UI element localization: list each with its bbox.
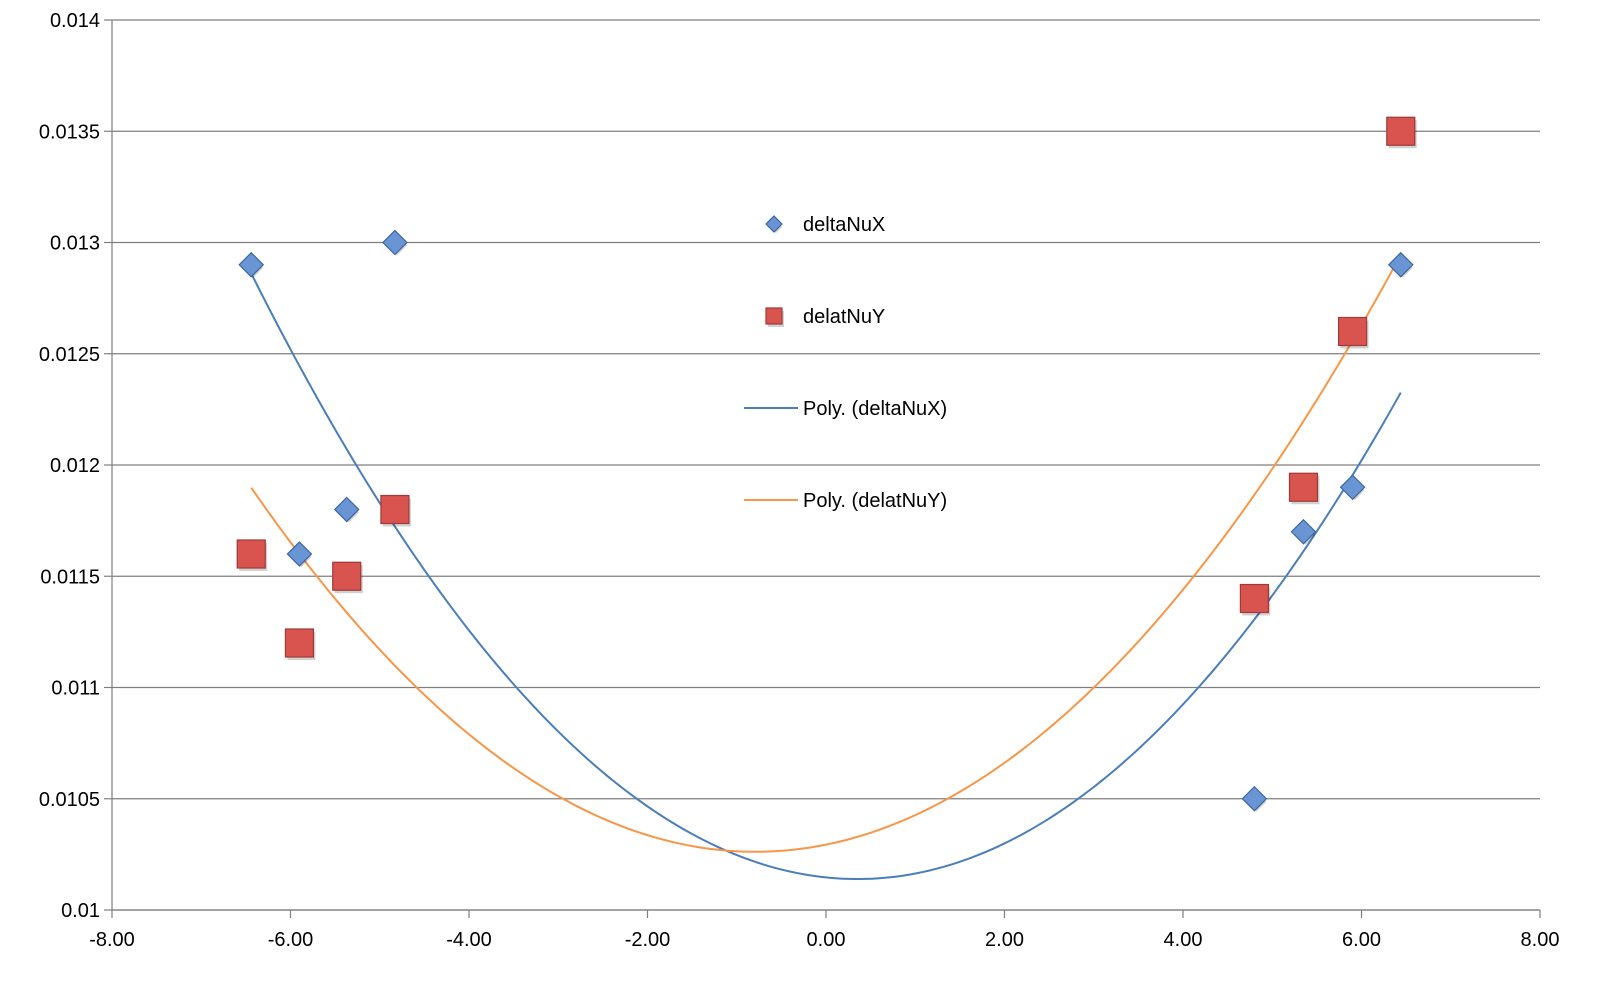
trendline-1: [250, 254, 1402, 853]
legend-deltanux-marker: [765, 215, 783, 233]
y-tick-label-6: 0.013: [50, 233, 100, 255]
x-tick-label-3: -2.00: [625, 929, 671, 951]
tick-labels: 0.01 0.0105 0.011 0.0115 0.012 0.0125 0.013 0.0…: [39, 10, 1560, 951]
data-point-delatnuy-7: [1386, 116, 1417, 149]
x-tick-label-5: 2.00: [985, 929, 1024, 951]
data-point-deltanux-7: [1387, 251, 1414, 278]
data-point-delatnuy-2: [332, 561, 363, 594]
y-tick-label-0: 0.01: [61, 900, 100, 922]
y-tick-label-8: 0.014: [50, 10, 100, 32]
data-point-deltanux-3: [382, 229, 408, 256]
data-point-deltanux-6: [1339, 474, 1366, 501]
legend-deltanux: deltaNuX: [765, 214, 885, 236]
data-point-delatnuy-3: [380, 494, 411, 527]
legend-poly-delatnuy-label: Poly. (delatNuY): [803, 490, 947, 512]
y-tick-label-2: 0.011: [51, 678, 100, 700]
data-point-delatnuy-5: [1288, 472, 1320, 505]
trendline-0: [250, 272, 1402, 881]
legend: deltaNuX delatNuY Poly. (deltaNuX) Poly. (d…: [744, 214, 947, 512]
trendlines: [250, 254, 1402, 881]
axes: [104, 19, 1541, 918]
y-tick-label-7: 0.0135: [39, 121, 100, 143]
legend-delatnuy-label: delatNuY: [803, 306, 885, 328]
legend-delatnuy-marker: [765, 307, 784, 327]
data-point-deltanux-2: [333, 496, 360, 523]
data-point-delatnuy-4: [1239, 583, 1271, 616]
x-tick-label-8: 8.00: [1521, 929, 1560, 951]
y-tick-label-5: 0.0125: [39, 344, 100, 366]
data-point-deltanux-4: [1241, 785, 1268, 812]
x-tick-label-7: 6.00: [1342, 929, 1381, 951]
data-point-deltanux-0: [238, 251, 265, 278]
data-point-delatnuy-0: [236, 539, 268, 571]
legend-poly-delatnuy: Poly. (delatNuY): [744, 490, 947, 512]
legend-poly-deltanux-label: Poly. (deltaNuX): [803, 398, 947, 420]
legend-poly-deltanux: Poly. (deltaNuX): [744, 398, 947, 420]
legend-delatnuy: delatNuY: [765, 306, 885, 328]
data-point-delatnuy-6: [1337, 316, 1369, 349]
y-tick-label-3: 0.0115: [40, 566, 100, 588]
x-tick-label-4: 0.00: [807, 929, 846, 951]
x-tick-label-2: -4.00: [446, 929, 492, 951]
data-point-deltanux-1: [286, 541, 313, 567]
data-point-deltanux-5: [1290, 518, 1317, 545]
legend-deltanux-label: deltaNuX: [803, 214, 885, 236]
y-tick-label-1: 0.0105: [39, 789, 100, 811]
data-points: [236, 116, 1417, 812]
x-tick-label-6: 4.00: [1164, 929, 1203, 951]
y-tick-label-4: 0.012: [50, 455, 100, 477]
x-tick-label-1: -6.00: [268, 929, 314, 951]
x-tick-label-0: -8.00: [89, 929, 135, 951]
data-point-delatnuy-1: [284, 628, 316, 660]
